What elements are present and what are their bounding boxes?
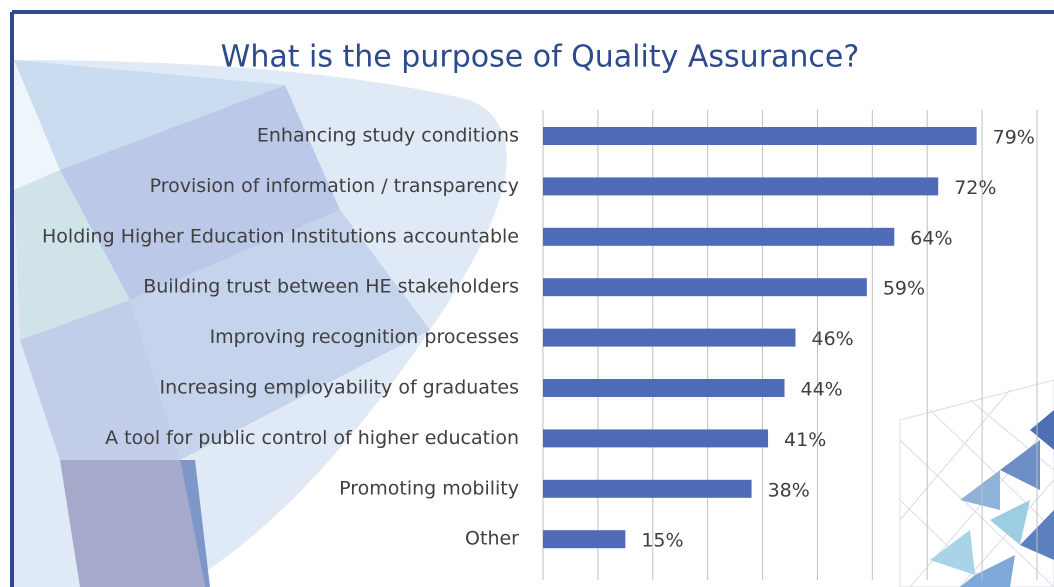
category-label: Promoting mobility	[339, 477, 519, 499]
data-label: 64%	[910, 227, 952, 249]
category-label: Building trust between HE stakeholders	[143, 276, 519, 298]
bar	[543, 379, 785, 397]
category-label: Improving recognition processes	[210, 326, 519, 348]
category-label: Enhancing study conditions	[257, 125, 519, 147]
data-label: 72%	[954, 177, 996, 199]
bar	[543, 278, 867, 297]
bar	[543, 429, 769, 448]
category-label: Other	[465, 528, 519, 550]
chart-title: What is the purpose of Quality Assurance…	[221, 40, 860, 75]
bar	[543, 177, 939, 196]
data-label: 46%	[811, 328, 853, 350]
data-label: 79%	[993, 127, 1035, 149]
data-label: 38%	[768, 479, 810, 501]
bar	[543, 479, 752, 498]
bar	[543, 328, 796, 347]
category-label: Provision of information / transparency	[150, 175, 519, 197]
data-label: 59%	[883, 278, 925, 300]
category-label: Holding Higher Education Institutions ac…	[42, 225, 519, 247]
category-label: A tool for public control of higher educ…	[105, 427, 519, 449]
bar	[543, 127, 977, 145]
category-label: Increasing employability of graduates	[160, 377, 519, 399]
data-label: 44%	[801, 379, 843, 401]
bar	[543, 227, 895, 246]
background-decoration	[14, 60, 1054, 587]
data-label: 41%	[784, 429, 826, 451]
data-label: 15%	[641, 530, 683, 552]
bar	[543, 530, 626, 549]
